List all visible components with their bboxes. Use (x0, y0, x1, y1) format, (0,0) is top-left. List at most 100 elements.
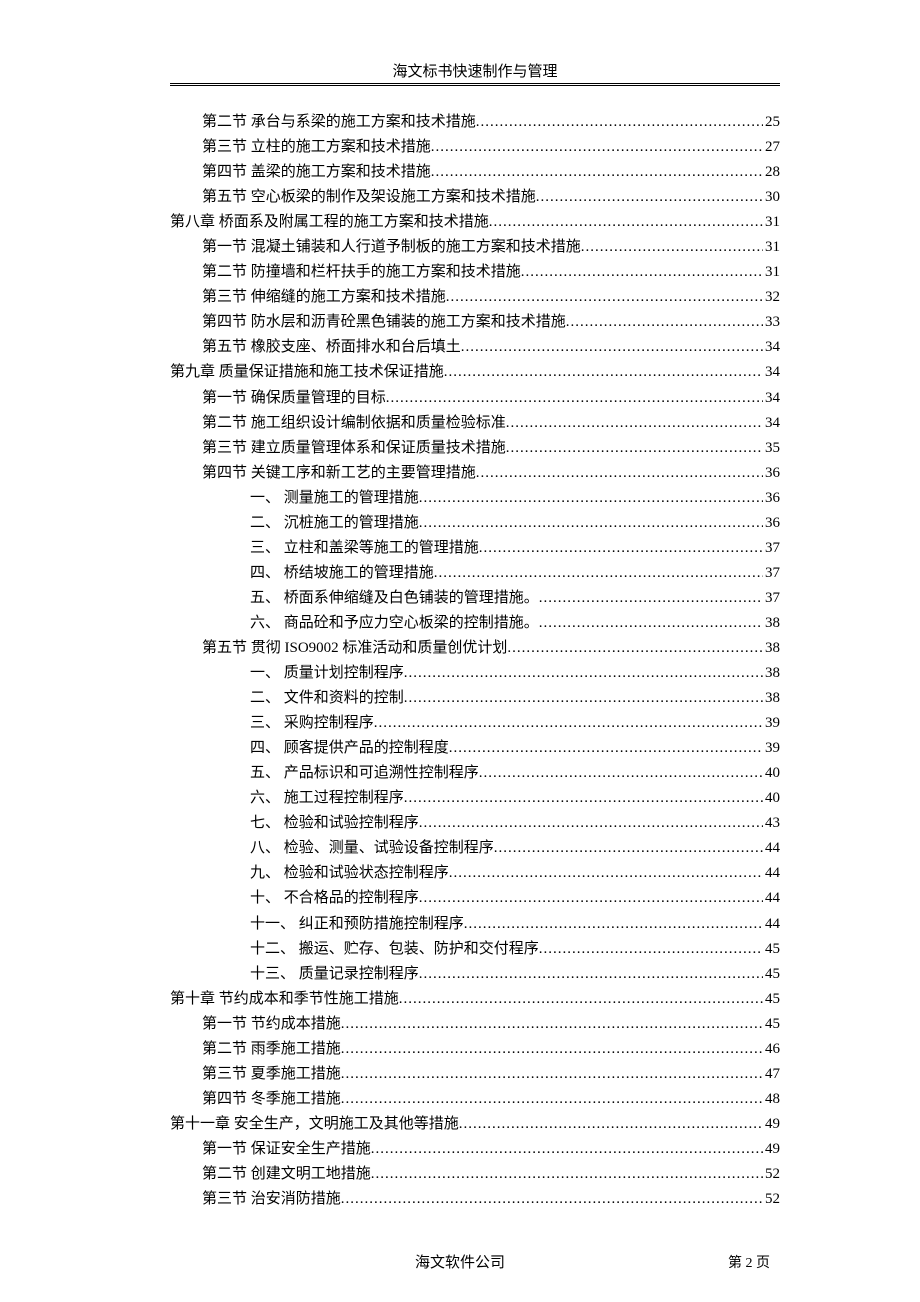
toc-leader-dots (386, 386, 763, 411)
toc-entry-label: 六、 施工过程控制程序 (250, 786, 404, 811)
toc-entry-label: 第二节 创建文明工地措施 (202, 1162, 371, 1187)
toc-entry: 第二节 雨季施工措施46 (170, 1037, 780, 1062)
toc-entry-page: 28 (763, 160, 780, 185)
toc-leader-dots (419, 962, 763, 987)
toc-entry: 第四节 冬季施工措施48 (170, 1087, 780, 1112)
toc-leader-dots (539, 611, 763, 636)
toc-entry-label: 第二节 施工组织设计编制依据和质量检验标准 (202, 411, 506, 436)
toc-entry: 九、 检验和试验状态控制程序 44 (170, 861, 780, 886)
toc-entry-page: 43 (763, 811, 780, 836)
toc-entry: 第二节 防撞墙和栏杆扶手的施工方案和技术措施31 (170, 260, 780, 285)
toc-leader-dots (341, 1062, 763, 1087)
toc-leader-dots (459, 1112, 763, 1137)
toc-entry: 五、 桥面系伸缩缝及白色铺装的管理措施。 37 (170, 586, 780, 611)
toc-entry: 十、 不合格品的控制程序 44 (170, 886, 780, 911)
toc-entry: 第三节 治安消防措施52 (170, 1187, 780, 1212)
toc-leader-dots (444, 360, 763, 385)
toc-entry-label: 第一节 混凝土铺装和人行道予制板的施工方案和技术措施 (202, 235, 581, 260)
toc-entry-page: 34 (763, 411, 780, 436)
toc-entry-page: 44 (763, 886, 780, 911)
toc-entry-page: 37 (763, 536, 780, 561)
toc-entry-page: 49 (763, 1112, 780, 1137)
toc-entry-page: 40 (763, 786, 780, 811)
toc-entry-label: 四、 桥结坡施工的管理措施 (250, 561, 434, 586)
toc-entry: 三、 立柱和盖梁等施工的管理措施37 (170, 536, 780, 561)
toc-entry-page: 39 (763, 711, 780, 736)
toc-leader-dots (371, 1137, 763, 1162)
toc-entry-label: 第九章 质量保证措施和施工技术保证措施 (170, 360, 444, 385)
toc-entry: 第三节 立柱的施工方案和技术措施 27 (170, 135, 780, 160)
toc-entry-label: 第一节 节约成本措施 (202, 1012, 341, 1037)
toc-entry-label: 第十章 节约成本和季节性施工措施 (170, 987, 399, 1012)
toc-leader-dots (371, 1162, 763, 1187)
toc-entry-label: 第三节 治安消防措施 (202, 1187, 341, 1212)
toc-entry-label: 九、 检验和试验状态控制程序 (250, 861, 449, 886)
toc-entry-page: 38 (763, 636, 780, 661)
toc-entry: 六、 商品砼和予应力空心板梁的控制措施。38 (170, 611, 780, 636)
toc-leader-dots (431, 160, 763, 185)
toc-entry-label: 二、 沉桩施工的管理措施 (250, 511, 419, 536)
toc-leader-dots (464, 912, 763, 937)
toc-entry-page: 52 (763, 1162, 780, 1187)
toc-entry: 第二节 施工组织设计编制依据和质量检验标准 34 (170, 411, 780, 436)
toc-entry-label: 十、 不合格品的控制程序 (250, 886, 419, 911)
header-title: 海文标书快速制作与管理 (392, 64, 557, 80)
toc-entry: 第二节 创建文明工地措施 52 (170, 1162, 780, 1187)
toc-entry-page: 33 (763, 310, 780, 335)
toc-entry-page: 34 (763, 360, 780, 385)
toc-entry-label: 第五节 橡胶支座、桥面排水和台后填土 (202, 335, 461, 360)
toc-leader-dots (419, 811, 763, 836)
toc-entry: 三、 采购控制程序39 (170, 711, 780, 736)
toc-entry-page: 47 (763, 1062, 780, 1087)
toc-entry-page: 36 (763, 461, 780, 486)
toc-entry: 第三节 建立质量管理体系和保证质量技术措施35 (170, 436, 780, 461)
toc-entry: 二、 沉桩施工的管理措施 36 (170, 511, 780, 536)
toc-leader-dots (476, 461, 763, 486)
toc-leader-dots (521, 260, 763, 285)
toc-leader-dots (419, 886, 763, 911)
toc-entry-label: 一、 测量施工的管理措施 (250, 486, 419, 511)
toc-entry-page: 32 (763, 285, 780, 310)
toc-entry-page: 25 (763, 110, 780, 135)
toc-entry: 第四节 盖梁的施工方案和技术措施 28 (170, 160, 780, 185)
toc-leader-dots (341, 1187, 763, 1212)
toc-leader-dots (341, 1037, 763, 1062)
toc-entry-page: 36 (763, 511, 780, 536)
toc-entry: 十三、 质量记录控制程序45 (170, 962, 780, 987)
toc-entry-label: 第五节 贯彻 ISO9002 标准活动和质量创优计划 (202, 636, 507, 661)
toc-entry: 第十一章 安全生产，文明施工及其他等措施49 (170, 1112, 780, 1137)
toc-entry-page: 40 (763, 761, 780, 786)
toc-entry-page: 44 (763, 861, 780, 886)
toc-entry: 四、 顾客提供产品的控制程度 39 (170, 736, 780, 761)
toc-entry-label: 二、 文件和资料的控制 (250, 686, 404, 711)
toc-entry-label: 第二节 防撞墙和栏杆扶手的施工方案和技术措施 (202, 260, 521, 285)
toc-entry-page: 27 (763, 135, 780, 160)
toc-leader-dots (404, 686, 763, 711)
toc-entry-label: 十三、 质量记录控制程序 (250, 962, 419, 987)
toc-leader-dots (374, 711, 763, 736)
table-of-contents: 第二节 承台与系梁的施工方案和技术措施25第三节 立柱的施工方案和技术措施27第… (170, 110, 780, 1212)
toc-entry: 十一、 纠正和预防措施控制程序44 (170, 912, 780, 937)
toc-entry-label: 第三节 立柱的施工方案和技术措施 (202, 135, 431, 160)
toc-entry: 七、 检验和试验控制程序43 (170, 811, 780, 836)
toc-entry-page: 45 (763, 937, 780, 962)
toc-entry-page: 30 (763, 185, 780, 210)
toc-entry-page: 46 (763, 1037, 780, 1062)
toc-entry: 第一节 确保质量管理的目标34 (170, 386, 780, 411)
toc-entry-label: 第四节 盖梁的施工方案和技术措施 (202, 160, 431, 185)
toc-leader-dots (566, 310, 763, 335)
toc-leader-dots (341, 1012, 763, 1037)
toc-entry-page: 39 (763, 736, 780, 761)
toc-leader-dots (399, 987, 763, 1012)
toc-entry-label: 第三节 建立质量管理体系和保证质量技术措施 (202, 436, 506, 461)
toc-leader-dots (539, 937, 763, 962)
toc-entry-page: 48 (763, 1087, 780, 1112)
toc-entry: 第五节 贯彻 ISO9002 标准活动和质量创优计划 38 (170, 636, 780, 661)
toc-entry-label: 八、 检验、测量、试验设备控制程序 (250, 836, 494, 861)
toc-entry-label: 五、 桥面系伸缩缝及白色铺装的管理措施。 (250, 586, 539, 611)
toc-entry-page: 37 (763, 586, 780, 611)
toc-leader-dots (489, 210, 763, 235)
toc-entry-label: 六、 商品砼和予应力空心板梁的控制措施。 (250, 611, 539, 636)
toc-entry-label: 四、 顾客提供产品的控制程度 (250, 736, 449, 761)
toc-entry-label: 一、 质量计划控制程序 (250, 661, 404, 686)
